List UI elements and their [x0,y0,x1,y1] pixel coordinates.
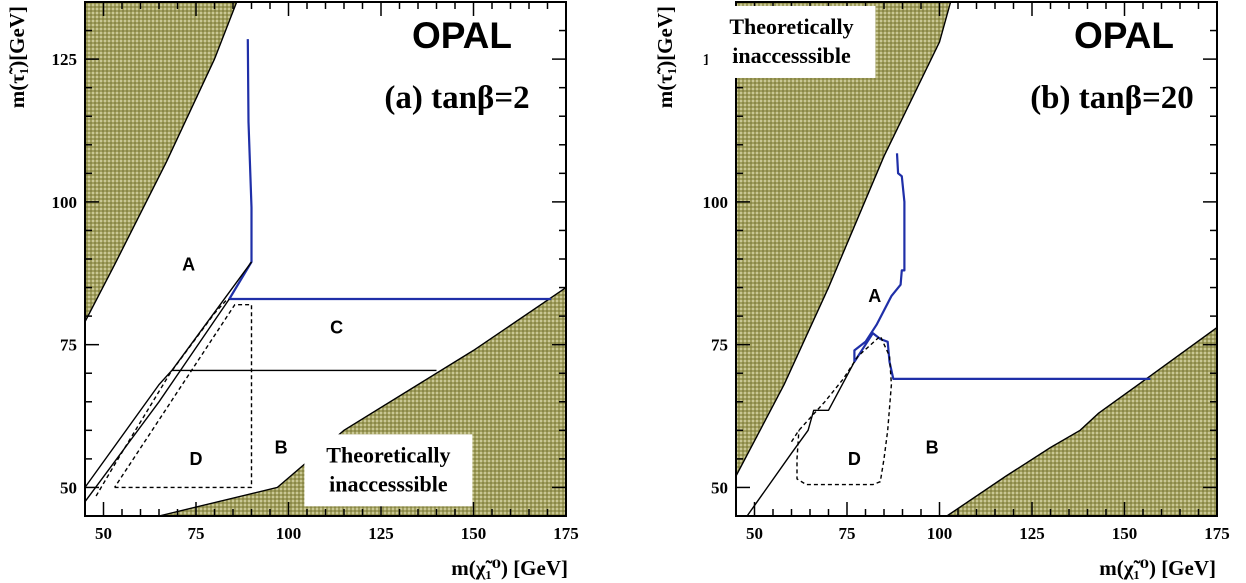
x-tick-label: 150 [461,524,487,543]
panel-a-ticks: 50 75 100 125 150 175 50 75 100 125 [52,1,579,543]
panel-a: 50 75 100 125 150 175 50 75 100 125 A B C D Theoreti… [5,1,579,580]
region-label-c: C [330,318,343,338]
x-tick-label: 100 [927,524,953,543]
y-tick-label: 50 [60,478,77,497]
region-label-b: B [926,437,939,457]
x-tick-label: 150 [1112,524,1138,543]
y-tick-label: 125 [52,50,78,69]
x-tick-label: 75 [839,524,856,543]
inaccessible-region-1 [84,1,238,323]
y-tick-label: 100 [52,193,78,212]
panel-b-x-axis-title: m(χ̃₁⁰) [GeV] [1099,556,1216,580]
x-tick-label: 175 [553,524,579,543]
inaccessible-region-2 [944,326,1218,517]
x-tick-label: 125 [368,524,394,543]
annotation-line-1: Theoretically [729,14,853,39]
panel-a-contours [84,39,552,503]
annotation-line-2: inaccesssible [732,43,851,68]
dashed-contour-6 [114,304,253,489]
x-tick-label: 125 [1019,524,1045,543]
region-label-a: A [868,286,881,306]
region-label-b: B [275,437,288,457]
x-tick-label: 175 [1204,524,1230,543]
panel-b-experiment-label: OPAL [1074,15,1174,56]
solid-contour-3 [84,298,230,503]
panel-b-contours [746,153,1151,517]
blue-contour-1 [853,153,1151,380]
region-label-a: A [182,255,195,275]
solid-contour-2 [746,361,856,517]
solid-contour-2 [84,261,253,488]
panel-b-annotation: Theoretically inaccesssible [707,5,876,78]
y-tick-label: 100 [703,193,729,212]
panel-b-region-labels: A B D [848,286,939,469]
panel-a-y-axis-title: m(τ̃₁)[GeV] [5,6,29,108]
annotation-box [707,5,876,78]
x-tick-label: 50 [95,524,112,543]
annotation-box [304,434,473,507]
region-label-d: D [848,449,861,469]
panel-a-title: (a) tanβ=2 [384,80,529,116]
y-tick-label: 75 [60,336,77,355]
dashed-contour-5 [95,298,228,497]
panel-b-title: (b) tanβ=20 [1030,80,1194,116]
y-tick-label: 50 [711,478,728,497]
panel-a-annotation: Theoretically inaccesssible [304,434,473,507]
x-tick-label: 50 [746,524,763,543]
panel-a-experiment-label: OPAL [412,15,512,56]
annotation-line-1: Theoretically [326,442,450,467]
region-label-d: D [190,449,203,469]
y-tick-label: 75 [711,336,728,355]
panel-b-y-axis-title: m(τ̃₁)[GeV] [653,6,677,108]
panel-a-x-axis-title: m(χ̃₁⁰) [GeV] [451,556,568,580]
inaccessible-region-1 [735,1,952,477]
dashed-contour-3 [790,335,893,486]
blue-contour-1 [228,39,552,301]
annotation-line-2: inaccesssible [329,471,448,496]
panel-a-region-labels: A B C D [182,255,343,469]
x-tick-label: 75 [188,524,205,543]
x-tick-label: 100 [276,524,302,543]
